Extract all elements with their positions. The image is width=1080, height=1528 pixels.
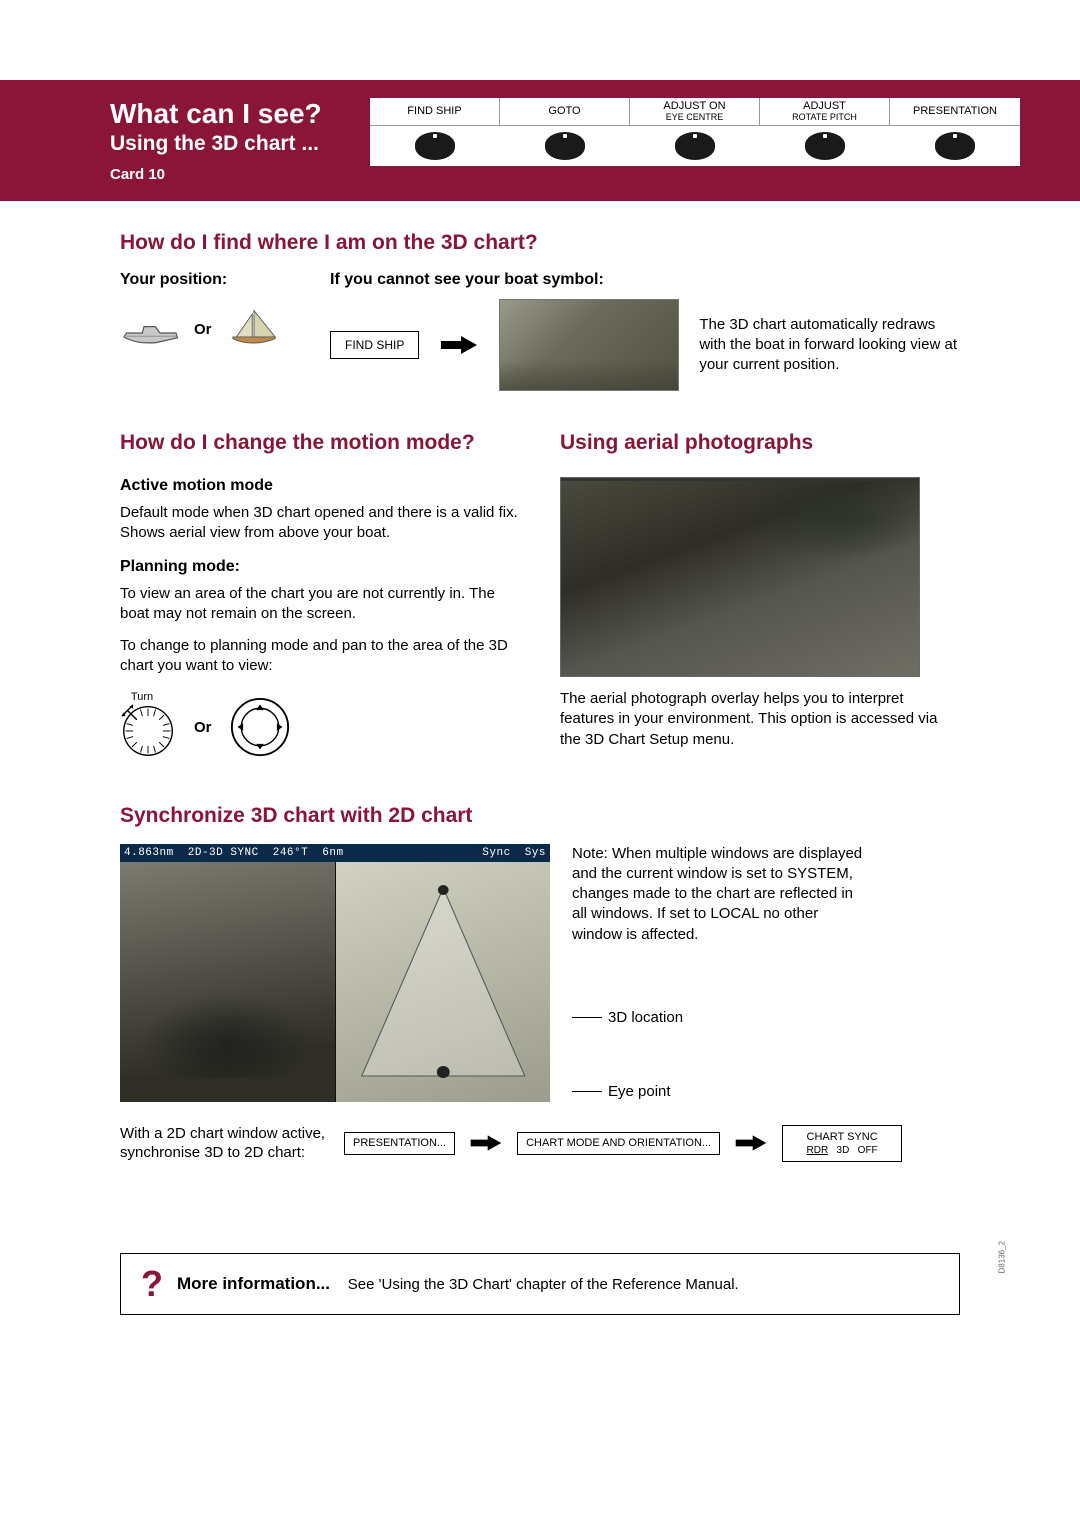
presentation-button[interactable]: PRESENTATION... [344,1132,455,1155]
arrow-right-icon [734,1133,768,1153]
softkey-button[interactable] [805,132,845,160]
question-icon: ? [141,1266,163,1302]
arrow-right-icon [439,334,479,356]
softkey-button[interactable] [675,132,715,160]
banner-title: What can I see? [110,98,370,130]
turn-label: Turn [114,691,170,703]
sail-boat-icon [222,307,286,351]
status-sync: Sync [482,847,510,859]
section-heading-aerial: Using aerial photographs [560,431,960,455]
active-mode-heading: Active motion mode [120,477,520,495]
sync-screenshot: 4.863nm 2D-3D SYNC 246°T 6nm Sync Sys [120,844,550,1102]
status-heading: 246°T [273,847,309,859]
planning-mode-heading: Planning mode: [120,558,520,576]
chart-thumbnail [499,299,679,391]
chart-sync-title: CHART SYNC [791,1130,893,1144]
card-number: Card 10 [110,166,370,183]
softkey-label-adjust: ADJUST ROTATE PITCH [760,98,890,126]
section-heading-find: How do I find where I am on the 3D chart… [120,231,960,255]
softkey-label-presentation: PRESENTATION [890,98,1020,126]
chart-mode-button[interactable]: CHART MODE AND ORIENTATION... [517,1132,720,1155]
page: What can I see? Using the 3D chart ... C… [0,80,1080,1415]
document-id: D8136_2 [997,1241,1006,1273]
nav-pad-icon[interactable] [230,697,290,757]
status-distance: 4.863nm [124,847,174,859]
more-info-title: More information... [177,1274,330,1293]
chart-sync-opt-3d: 3D [837,1145,850,1156]
chart-sync-button[interactable]: CHART SYNC RDR 3D OFF [782,1125,902,1162]
softkey-label-adjust-on: ADJUST ON EYE CENTRE [630,98,760,126]
status-sys: Sys [525,847,546,859]
softkey-label-goto: GOTO [500,98,630,126]
status-mode: 2D-3D SYNC [188,847,259,859]
or-label: Or [194,719,212,736]
sync-note-text: Note: When multiple windows are displaye… [572,844,872,945]
chart-sync-opt-rdr: RDR [807,1145,829,1156]
section-heading-motion: How do I change the motion mode? [120,431,520,455]
motor-boat-icon [120,307,184,351]
softkey-bar: FIND SHIP GOTO ADJUST ON EYE CENTRE ADJU… [370,98,1020,166]
banner-subtitle: Using the 3D chart ... [110,132,370,156]
or-label: Or [194,321,212,338]
cannot-see-heading: If you cannot see your boat symbol: [330,271,960,289]
find-explain-text: The 3D chart automatically redraws with … [699,315,960,376]
planning-mode-text2: To change to planning mode and pan to th… [120,636,520,677]
sync-instruction-text: With a 2D chart window active, synchroni… [120,1124,330,1163]
chart-sync-opt-off: OFF [858,1145,878,1156]
softkey-button[interactable] [935,132,975,160]
label-eye-point: Eye point [608,1083,671,1100]
more-info-box: ? More information... See 'Using the 3D … [120,1253,960,1315]
rotary-dial-icon[interactable] [120,703,176,759]
aerial-photo [560,477,920,677]
more-info-text: See 'Using the 3D Chart' chapter of the … [348,1276,739,1293]
label-3d-location: 3D location [608,1009,683,1026]
softkey-button[interactable] [415,132,455,160]
softkey-label-find-ship: FIND SHIP [370,98,500,126]
aerial-text: The aerial photograph overlay helps you … [560,689,960,750]
active-mode-text: Default mode when 3D chart opened and th… [120,503,520,544]
arrow-right-icon [469,1133,503,1153]
section-heading-sync: Synchronize 3D chart with 2D chart [120,804,960,828]
softkey-button[interactable] [545,132,585,160]
header-banner: What can I see? Using the 3D chart ... C… [0,80,1080,201]
planning-mode-text1: To view an area of the chart you are not… [120,584,520,625]
status-range: 6nm [322,847,343,859]
find-ship-button[interactable]: FIND SHIP [330,331,419,359]
your-position-heading: Your position: [120,271,300,289]
